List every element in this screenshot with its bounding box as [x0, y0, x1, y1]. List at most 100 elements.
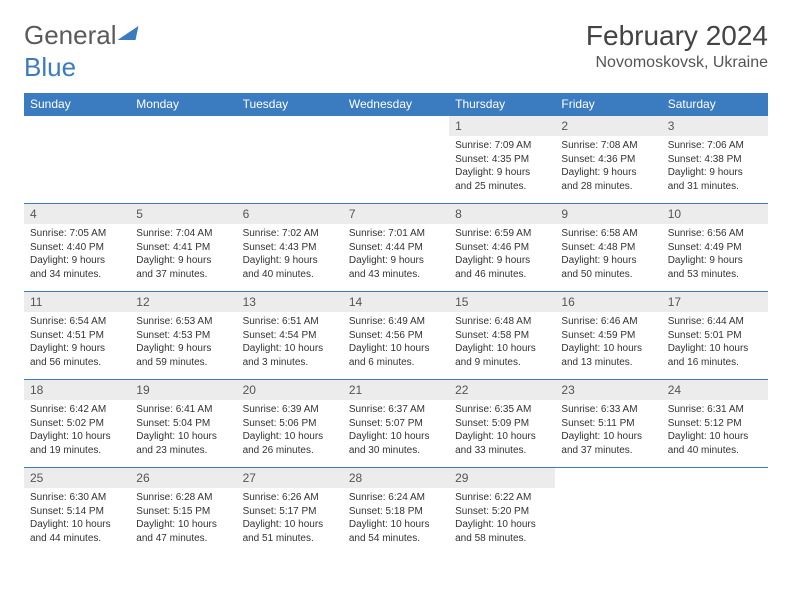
- day-details: Sunrise: 6:44 AMSunset: 5:01 PMDaylight:…: [662, 312, 768, 374]
- daylight-text: Daylight: 9 hours and 28 minutes.: [561, 166, 655, 193]
- day-number: 28: [343, 468, 449, 488]
- calendar-week-row: 25Sunrise: 6:30 AMSunset: 5:14 PMDayligh…: [24, 468, 768, 556]
- sunset-text: Sunset: 4:44 PM: [349, 241, 443, 255]
- sunset-text: Sunset: 4:35 PM: [455, 153, 549, 167]
- sunrise-text: Sunrise: 6:44 AM: [668, 315, 762, 329]
- sunrise-text: Sunrise: 6:24 AM: [349, 491, 443, 505]
- daylight-text: Daylight: 10 hours and 26 minutes.: [243, 430, 337, 457]
- day-details: Sunrise: 7:05 AMSunset: 4:40 PMDaylight:…: [24, 224, 130, 286]
- day-details: Sunrise: 6:30 AMSunset: 5:14 PMDaylight:…: [24, 488, 130, 550]
- daylight-text: Daylight: 9 hours and 43 minutes.: [349, 254, 443, 281]
- calendar-day-cell: 25Sunrise: 6:30 AMSunset: 5:14 PMDayligh…: [24, 468, 130, 556]
- daylight-text: Daylight: 9 hours and 50 minutes.: [561, 254, 655, 281]
- day-details: Sunrise: 6:37 AMSunset: 5:07 PMDaylight:…: [343, 400, 449, 462]
- day-number: 18: [24, 380, 130, 400]
- calendar-day-cell: 15Sunrise: 6:48 AMSunset: 4:58 PMDayligh…: [449, 292, 555, 380]
- calendar-day-cell: .: [24, 116, 130, 204]
- calendar-week-row: 4Sunrise: 7:05 AMSunset: 4:40 PMDaylight…: [24, 204, 768, 292]
- day-number: 11: [24, 292, 130, 312]
- calendar-day-cell: 8Sunrise: 6:59 AMSunset: 4:46 PMDaylight…: [449, 204, 555, 292]
- day-number: 12: [130, 292, 236, 312]
- day-details: Sunrise: 6:51 AMSunset: 4:54 PMDaylight:…: [237, 312, 343, 374]
- sunrise-text: Sunrise: 6:56 AM: [668, 227, 762, 241]
- day-number: 16: [555, 292, 661, 312]
- day-number: 24: [662, 380, 768, 400]
- day-details: Sunrise: 6:54 AMSunset: 4:51 PMDaylight:…: [24, 312, 130, 374]
- calendar-day-cell: 11Sunrise: 6:54 AMSunset: 4:51 PMDayligh…: [24, 292, 130, 380]
- calendar-day-cell: 21Sunrise: 6:37 AMSunset: 5:07 PMDayligh…: [343, 380, 449, 468]
- day-number: 2: [555, 116, 661, 136]
- sunset-text: Sunset: 4:41 PM: [136, 241, 230, 255]
- daylight-text: Daylight: 9 hours and 59 minutes.: [136, 342, 230, 369]
- sunset-text: Sunset: 5:12 PM: [668, 417, 762, 431]
- calendar-table: Sunday Monday Tuesday Wednesday Thursday…: [24, 93, 768, 556]
- sunset-text: Sunset: 4:54 PM: [243, 329, 337, 343]
- day-number: 7: [343, 204, 449, 224]
- calendar-day-cell: .: [130, 116, 236, 204]
- calendar-day-cell: 2Sunrise: 7:08 AMSunset: 4:36 PMDaylight…: [555, 116, 661, 204]
- day-details: Sunrise: 6:41 AMSunset: 5:04 PMDaylight:…: [130, 400, 236, 462]
- daylight-text: Daylight: 10 hours and 58 minutes.: [455, 518, 549, 545]
- day-number: 10: [662, 204, 768, 224]
- sunset-text: Sunset: 4:38 PM: [668, 153, 762, 167]
- sunrise-text: Sunrise: 6:54 AM: [30, 315, 124, 329]
- sunrise-text: Sunrise: 6:28 AM: [136, 491, 230, 505]
- calendar-day-cell: 13Sunrise: 6:51 AMSunset: 4:54 PMDayligh…: [237, 292, 343, 380]
- day-details: Sunrise: 6:49 AMSunset: 4:56 PMDaylight:…: [343, 312, 449, 374]
- day-details: Sunrise: 7:04 AMSunset: 4:41 PMDaylight:…: [130, 224, 236, 286]
- month-title: February 2024: [586, 20, 768, 52]
- calendar-day-cell: 7Sunrise: 7:01 AMSunset: 4:44 PMDaylight…: [343, 204, 449, 292]
- sunset-text: Sunset: 5:15 PM: [136, 505, 230, 519]
- calendar-day-cell: 9Sunrise: 6:58 AMSunset: 4:48 PMDaylight…: [555, 204, 661, 292]
- day-number: 3: [662, 116, 768, 136]
- calendar-day-cell: 19Sunrise: 6:41 AMSunset: 5:04 PMDayligh…: [130, 380, 236, 468]
- sunrise-text: Sunrise: 7:08 AM: [561, 139, 655, 153]
- day-details: Sunrise: 6:24 AMSunset: 5:18 PMDaylight:…: [343, 488, 449, 550]
- dayname-wednesday: Wednesday: [343, 93, 449, 116]
- sunrise-text: Sunrise: 6:48 AM: [455, 315, 549, 329]
- day-details: Sunrise: 7:06 AMSunset: 4:38 PMDaylight:…: [662, 136, 768, 198]
- sunrise-text: Sunrise: 6:37 AM: [349, 403, 443, 417]
- calendar-day-cell: 23Sunrise: 6:33 AMSunset: 5:11 PMDayligh…: [555, 380, 661, 468]
- sunrise-text: Sunrise: 6:42 AM: [30, 403, 124, 417]
- day-number: 1: [449, 116, 555, 136]
- sunset-text: Sunset: 4:40 PM: [30, 241, 124, 255]
- calendar-day-cell: 28Sunrise: 6:24 AMSunset: 5:18 PMDayligh…: [343, 468, 449, 556]
- daylight-text: Daylight: 10 hours and 3 minutes.: [243, 342, 337, 369]
- daylight-text: Daylight: 10 hours and 19 minutes.: [30, 430, 124, 457]
- daylight-text: Daylight: 9 hours and 56 minutes.: [30, 342, 124, 369]
- day-number: 4: [24, 204, 130, 224]
- daylight-text: Daylight: 10 hours and 30 minutes.: [349, 430, 443, 457]
- sunrise-text: Sunrise: 6:22 AM: [455, 491, 549, 505]
- calendar-day-cell: 5Sunrise: 7:04 AMSunset: 4:41 PMDaylight…: [130, 204, 236, 292]
- day-number: 23: [555, 380, 661, 400]
- calendar-day-cell: 24Sunrise: 6:31 AMSunset: 5:12 PMDayligh…: [662, 380, 768, 468]
- sunrise-text: Sunrise: 6:51 AM: [243, 315, 337, 329]
- sunrise-text: Sunrise: 6:58 AM: [561, 227, 655, 241]
- sunset-text: Sunset: 5:20 PM: [455, 505, 549, 519]
- calendar-day-cell: .: [343, 116, 449, 204]
- dayname-tuesday: Tuesday: [237, 93, 343, 116]
- daylight-text: Daylight: 9 hours and 53 minutes.: [668, 254, 762, 281]
- sunset-text: Sunset: 4:48 PM: [561, 241, 655, 255]
- daylight-text: Daylight: 10 hours and 44 minutes.: [30, 518, 124, 545]
- calendar-day-cell: 22Sunrise: 6:35 AMSunset: 5:09 PMDayligh…: [449, 380, 555, 468]
- day-number: 20: [237, 380, 343, 400]
- calendar-week-row: 18Sunrise: 6:42 AMSunset: 5:02 PMDayligh…: [24, 380, 768, 468]
- brand-logo: General: [24, 20, 137, 51]
- daylight-text: Daylight: 9 hours and 31 minutes.: [668, 166, 762, 193]
- day-number: 17: [662, 292, 768, 312]
- sunset-text: Sunset: 4:59 PM: [561, 329, 655, 343]
- dayname-saturday: Saturday: [662, 93, 768, 116]
- sunset-text: Sunset: 5:09 PM: [455, 417, 549, 431]
- sunrise-text: Sunrise: 7:09 AM: [455, 139, 549, 153]
- calendar-day-cell: 20Sunrise: 6:39 AMSunset: 5:06 PMDayligh…: [237, 380, 343, 468]
- day-details: Sunrise: 6:56 AMSunset: 4:49 PMDaylight:…: [662, 224, 768, 286]
- day-number: 5: [130, 204, 236, 224]
- sunrise-text: Sunrise: 6:35 AM: [455, 403, 549, 417]
- sunset-text: Sunset: 5:06 PM: [243, 417, 337, 431]
- calendar-day-cell: 1Sunrise: 7:09 AMSunset: 4:35 PMDaylight…: [449, 116, 555, 204]
- calendar-head: Sunday Monday Tuesday Wednesday Thursday…: [24, 93, 768, 116]
- dayname-friday: Friday: [555, 93, 661, 116]
- day-details: Sunrise: 6:33 AMSunset: 5:11 PMDaylight:…: [555, 400, 661, 462]
